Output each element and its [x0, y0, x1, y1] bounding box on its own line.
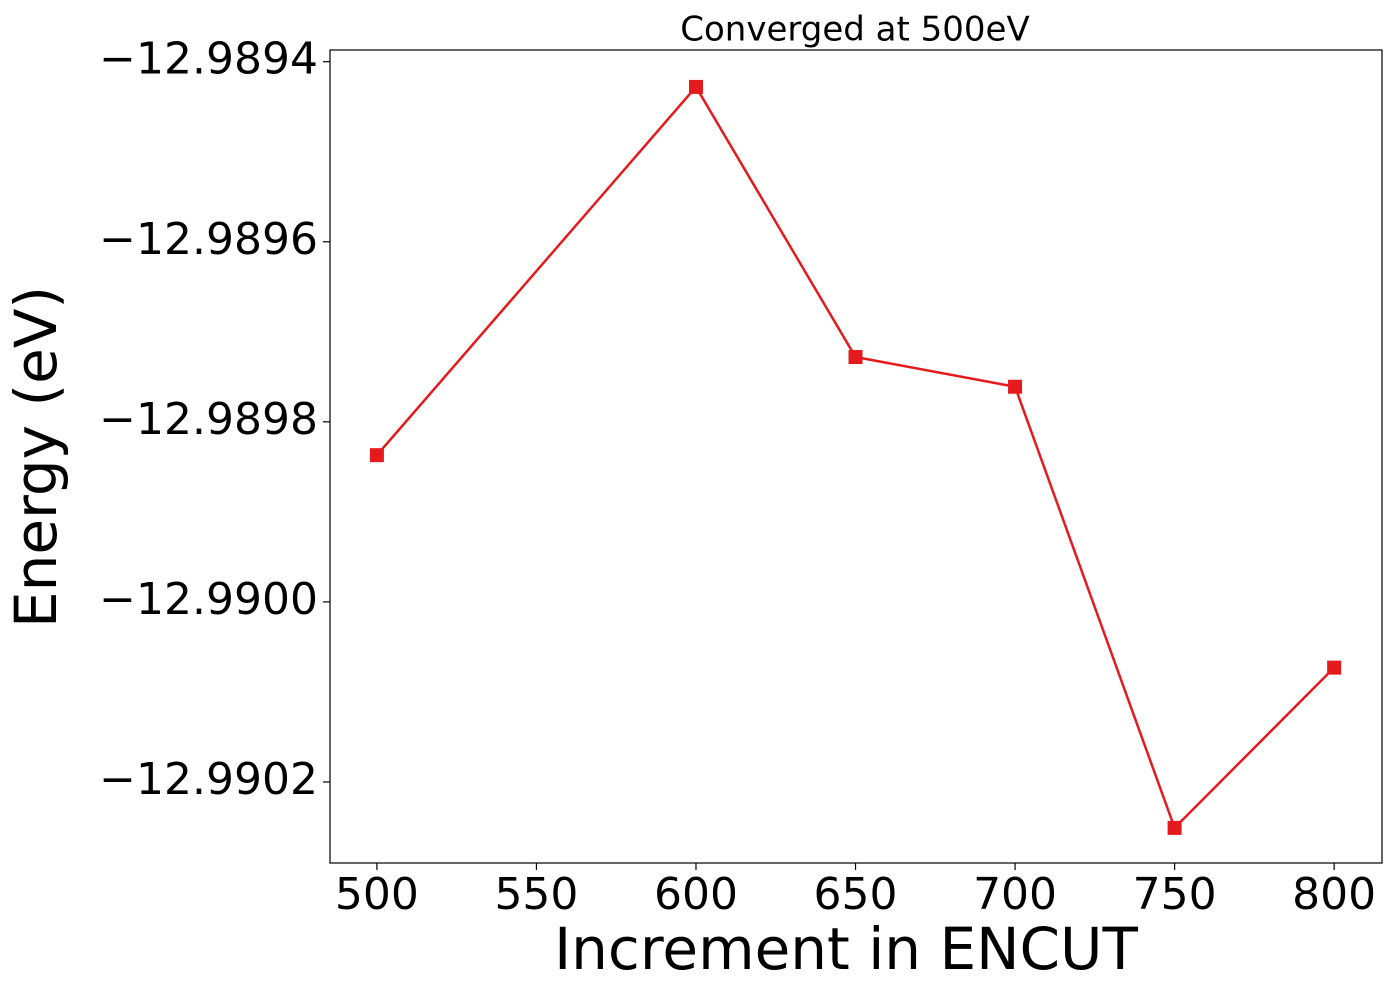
y-tick-label: −12.9898 — [99, 394, 318, 445]
data-point — [848, 350, 863, 365]
data-point — [688, 79, 703, 94]
y-tick-label: −12.9900 — [99, 574, 318, 625]
y-tick-label: −12.9896 — [99, 214, 318, 265]
x-tick-label: 550 — [494, 869, 578, 920]
x-axis-label: Increment in ENCUT — [554, 915, 1138, 983]
y-tick-label: −12.9894 — [99, 34, 318, 85]
x-tick-label: 700 — [973, 869, 1057, 920]
data-point — [1008, 379, 1023, 394]
x-tick-label: 650 — [814, 869, 898, 920]
x-tick-label: 800 — [1292, 869, 1376, 920]
y-tick-label: −12.9902 — [99, 754, 318, 805]
y-axis-label: Energy (eV) — [2, 286, 70, 628]
series-line — [375, 84, 1336, 831]
chart-title: Converged at 500eV — [680, 10, 1029, 50]
x-tick-label: 600 — [654, 869, 738, 920]
x-tick-label: 500 — [335, 869, 419, 920]
data-point — [1327, 660, 1342, 675]
plot-frame — [329, 49, 1383, 864]
data-point — [1167, 820, 1182, 835]
x-tick-label: 750 — [1133, 869, 1217, 920]
data-point — [369, 448, 384, 463]
